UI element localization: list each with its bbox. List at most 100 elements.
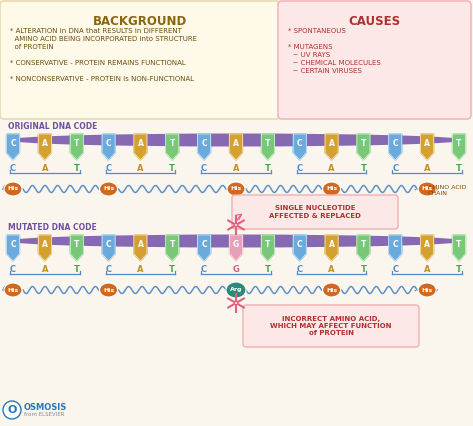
Text: A: A (42, 164, 48, 173)
Text: T: T (265, 139, 271, 148)
Text: A: A (137, 265, 144, 274)
Ellipse shape (100, 182, 118, 196)
Text: C: C (201, 265, 207, 274)
Text: A: A (42, 240, 48, 249)
Text: C: C (392, 265, 398, 274)
Polygon shape (102, 134, 115, 160)
Ellipse shape (418, 182, 436, 196)
Text: A: A (233, 164, 239, 173)
Text: His: His (8, 187, 18, 192)
Text: His: His (230, 187, 242, 192)
Text: A: A (329, 139, 334, 148)
Text: T: T (456, 265, 462, 274)
Polygon shape (293, 235, 306, 261)
Text: A: A (138, 139, 143, 148)
Text: C: C (201, 164, 207, 173)
Text: C: C (105, 164, 112, 173)
Text: C: C (10, 164, 16, 173)
Text: His: His (103, 187, 114, 192)
Text: AMINO ACID BEING INCORPORATED into STRUCTURE: AMINO ACID BEING INCORPORATED into STRUC… (10, 36, 197, 42)
Text: Arg: Arg (230, 288, 242, 293)
Text: * MUTAGENS: * MUTAGENS (288, 44, 333, 50)
Text: His: His (421, 187, 433, 192)
Text: T: T (169, 164, 175, 173)
Ellipse shape (4, 283, 22, 297)
Polygon shape (453, 134, 465, 160)
Text: A: A (424, 164, 430, 173)
Text: A: A (328, 164, 335, 173)
Polygon shape (102, 235, 115, 261)
Text: SINGLE NUCLEOTIDE
AFFECTED & REPLACED: SINGLE NUCLEOTIDE AFFECTED & REPLACED (269, 205, 361, 219)
Text: ~ CHEMICAL MOLECULES: ~ CHEMICAL MOLECULES (288, 60, 381, 66)
Text: C: C (297, 240, 303, 249)
Text: A: A (328, 265, 335, 274)
Text: * ALTERATION in DNA that RESULTS in DIFFERENT: * ALTERATION in DNA that RESULTS in DIFF… (10, 28, 182, 34)
Text: * SPONTANEOUS: * SPONTANEOUS (288, 28, 346, 34)
Text: BACKGROUND: BACKGROUND (93, 15, 187, 28)
Text: * NONCONSERVATIVE - PROTEIN is NON-FUNCTIONAL: * NONCONSERVATIVE - PROTEIN is NON-FUNCT… (10, 76, 194, 82)
Text: A: A (329, 240, 334, 249)
Polygon shape (7, 235, 19, 261)
Polygon shape (420, 235, 434, 261)
Polygon shape (166, 235, 179, 261)
Text: T: T (360, 265, 367, 274)
Polygon shape (453, 235, 465, 261)
Text: C: C (297, 139, 303, 148)
Text: T: T (456, 164, 462, 173)
Text: T: T (456, 139, 462, 148)
Text: C: C (10, 240, 16, 249)
Text: of PROTEIN: of PROTEIN (10, 44, 53, 50)
Polygon shape (262, 134, 274, 160)
Ellipse shape (7, 234, 465, 248)
Text: C: C (297, 164, 303, 173)
Text: T: T (265, 240, 271, 249)
FancyBboxPatch shape (232, 195, 398, 229)
Text: T: T (361, 139, 366, 148)
Text: T: T (170, 240, 175, 249)
Polygon shape (389, 235, 402, 261)
Polygon shape (198, 235, 210, 261)
Text: T: T (74, 164, 79, 173)
Text: C: C (392, 164, 398, 173)
Polygon shape (420, 134, 434, 160)
Polygon shape (229, 134, 243, 160)
Polygon shape (7, 134, 19, 160)
Text: C: C (10, 139, 16, 148)
Text: ~ UV RAYS: ~ UV RAYS (288, 52, 330, 58)
Ellipse shape (100, 283, 118, 297)
FancyBboxPatch shape (0, 1, 280, 119)
Ellipse shape (226, 282, 246, 298)
Text: C: C (106, 139, 111, 148)
Text: * CONSERVATIVE - PROTEIN REMAINS FUNCTIONAL: * CONSERVATIVE - PROTEIN REMAINS FUNCTIO… (10, 60, 186, 66)
Text: C: C (297, 265, 303, 274)
Text: O: O (7, 405, 17, 415)
Text: C: C (201, 139, 207, 148)
Text: ORIGINAL DNA CODE: ORIGINAL DNA CODE (8, 122, 97, 131)
Text: CAUSES: CAUSES (348, 15, 400, 28)
Polygon shape (325, 134, 338, 160)
Polygon shape (70, 134, 83, 160)
Text: T: T (265, 164, 271, 173)
Text: His: His (326, 187, 337, 192)
Text: MUTATED DNA CODE: MUTATED DNA CODE (8, 223, 97, 232)
Polygon shape (38, 134, 52, 160)
Text: A: A (137, 164, 144, 173)
Text: A: A (424, 265, 430, 274)
Text: T: T (456, 240, 462, 249)
Text: T: T (74, 139, 79, 148)
Text: T: T (74, 265, 79, 274)
Text: C: C (106, 240, 111, 249)
Polygon shape (70, 235, 83, 261)
Text: ~ CERTAIN VIRUSES: ~ CERTAIN VIRUSES (288, 68, 362, 74)
Text: A: A (42, 139, 48, 148)
Polygon shape (262, 235, 274, 261)
Text: G: G (233, 265, 239, 274)
Text: C: C (201, 240, 207, 249)
Circle shape (3, 401, 21, 419)
Ellipse shape (4, 182, 22, 196)
Text: T: T (360, 164, 367, 173)
Polygon shape (357, 134, 370, 160)
Text: G: G (233, 240, 239, 249)
Text: T: T (361, 240, 366, 249)
Polygon shape (357, 235, 370, 261)
